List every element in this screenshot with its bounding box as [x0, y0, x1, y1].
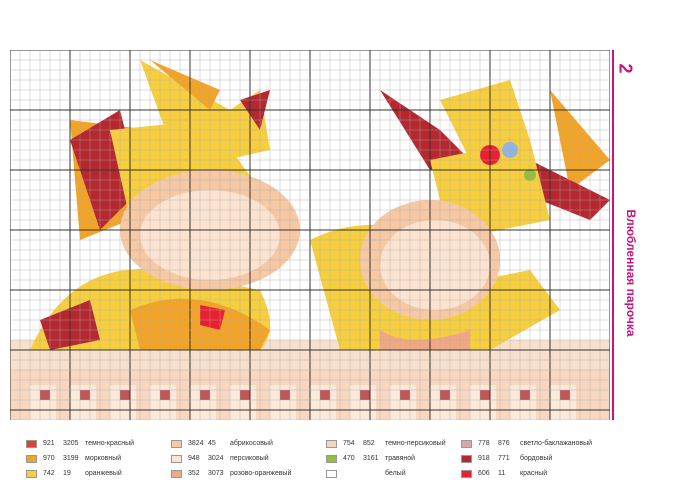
page-rule: [612, 50, 614, 420]
legend-item: 970 3199 морковный: [26, 451, 134, 466]
legend-item: белый: [326, 466, 446, 481]
swatch: [461, 469, 472, 478]
swatch: [171, 439, 182, 448]
legend-item: 606 11 красный: [461, 466, 592, 481]
swatch: [326, 439, 337, 448]
cross-stitch-chart: [10, 50, 610, 420]
legend-column: 754 852 темно-персиковый 470 3161 травяной б…: [326, 436, 446, 481]
swatch: [171, 469, 182, 478]
legend-item: 754 852 темно-персиковый: [326, 436, 446, 451]
legend-item: 921 3205 темно-красный: [26, 436, 134, 451]
legend-item: 948 3024 персиковый: [171, 451, 291, 466]
swatch: [326, 454, 337, 463]
legend-item: 778 876 светло-баклажановый: [461, 436, 592, 451]
swatch: [461, 454, 472, 463]
legend-item: 3824 45 абрикосовый: [171, 436, 291, 451]
swatch: [171, 454, 182, 463]
legend-column: 778 876 светло-баклажановый 918 771 бордовый…: [461, 436, 592, 481]
swatch: [26, 454, 37, 463]
legend-item: 470 3161 травяной: [326, 451, 446, 466]
swatch: [326, 469, 337, 478]
chart-grid: [10, 50, 610, 420]
swatch: [26, 439, 37, 448]
chart-title: Влюбленная парочка: [624, 209, 638, 337]
swatch: [26, 469, 37, 478]
color-legend: 921 3205 темно-красный 970 3199 морковный 74…: [26, 436, 616, 492]
legend-item: 742 19 оранжевый: [26, 466, 134, 481]
legend-column: 3824 45 абрикосовый 948 3024 персиковый 352 3…: [171, 436, 291, 481]
legend-column: 921 3205 темно-красный 970 3199 морковный 74…: [26, 436, 134, 481]
legend-item: 352 3073 розово-оранжевый: [171, 466, 291, 481]
swatch: [461, 439, 472, 448]
legend-item: 918 771 бордовый: [461, 451, 592, 466]
page-number: 2: [615, 63, 636, 74]
